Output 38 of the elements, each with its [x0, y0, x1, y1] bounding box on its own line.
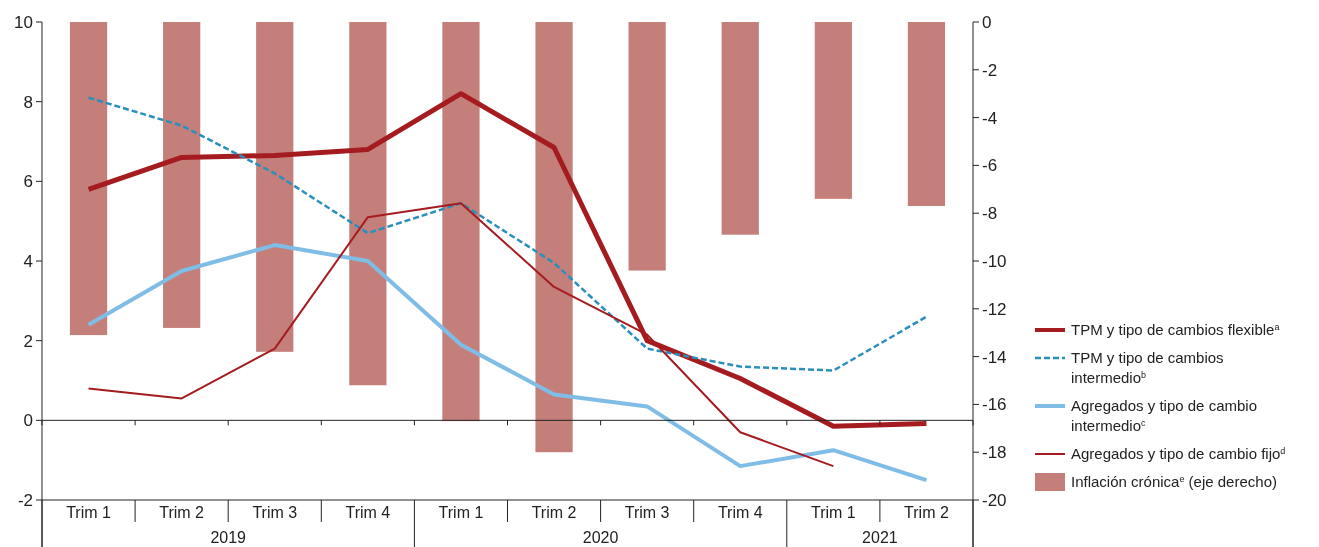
legend-label: TPM y tipo de cambios flexible$^{a}$ — [1071, 321, 1280, 338]
text: 2021 — [862, 529, 898, 546]
y2-tick-label: -12 — [982, 299, 1007, 319]
y2-tick-label: -16 — [982, 395, 1007, 415]
y-tick-label: 4 — [23, 252, 33, 271]
x-tick-label: Trim 1 — [66, 504, 112, 521]
y2-tick-label: -18 — [982, 443, 1007, 463]
y-tick-label: -2 — [17, 491, 33, 510]
y2-tick-label: -2 — [982, 60, 998, 80]
line-series — [87, 96, 928, 372]
y2-tick-label: 0 — [982, 13, 992, 32]
y2-tick-label: -6 — [982, 156, 998, 176]
y2-tick-label: -14 — [982, 347, 1007, 367]
line-series — [86, 243, 929, 483]
y-tick-label: 8 — [23, 92, 33, 112]
y2-tick-label: -10 — [982, 252, 1007, 271]
y2-tick-label: -4 — [982, 108, 998, 128]
x-tick-label: Trim 2 — [904, 504, 949, 521]
y2-tick-label: -20 — [982, 491, 1007, 510]
x-tick-label: Trim 4 — [717, 504, 763, 521]
y-tick-label: 2 — [23, 331, 33, 351]
y-tick-label: 10 — [14, 13, 33, 32]
x-tick-label: Trim 3 — [624, 504, 670, 521]
text: 2020 — [582, 529, 619, 546]
legend-label: Inflación crónica$^{e}$ (eje derecho) — [1071, 473, 1277, 490]
x-tick-label: Trim 2 — [531, 504, 577, 521]
x-tick-label: Trim 2 — [159, 504, 205, 521]
y-tick-label: 0 — [23, 411, 33, 431]
text: 2019 — [210, 529, 247, 546]
y2-tick-label: -8 — [982, 204, 998, 224]
text: Agregados y tipo de cambio intermedio$^{c}$ — [1071, 397, 1257, 434]
y-tick-label: 6 — [23, 172, 33, 192]
x-tick-label: Trim 4 — [345, 504, 391, 521]
text: TPM y tipo de cambios intermedio$^{b}$ — [1071, 349, 1224, 386]
x-tick-label: Trim 3 — [252, 504, 298, 521]
x-tick-label: Trim 1 — [438, 504, 484, 521]
x-tick-label: Trim 1 — [810, 504, 856, 521]
legend-label: Agregados y tipo de cambio fijo$^{d}$ — [1071, 445, 1286, 462]
